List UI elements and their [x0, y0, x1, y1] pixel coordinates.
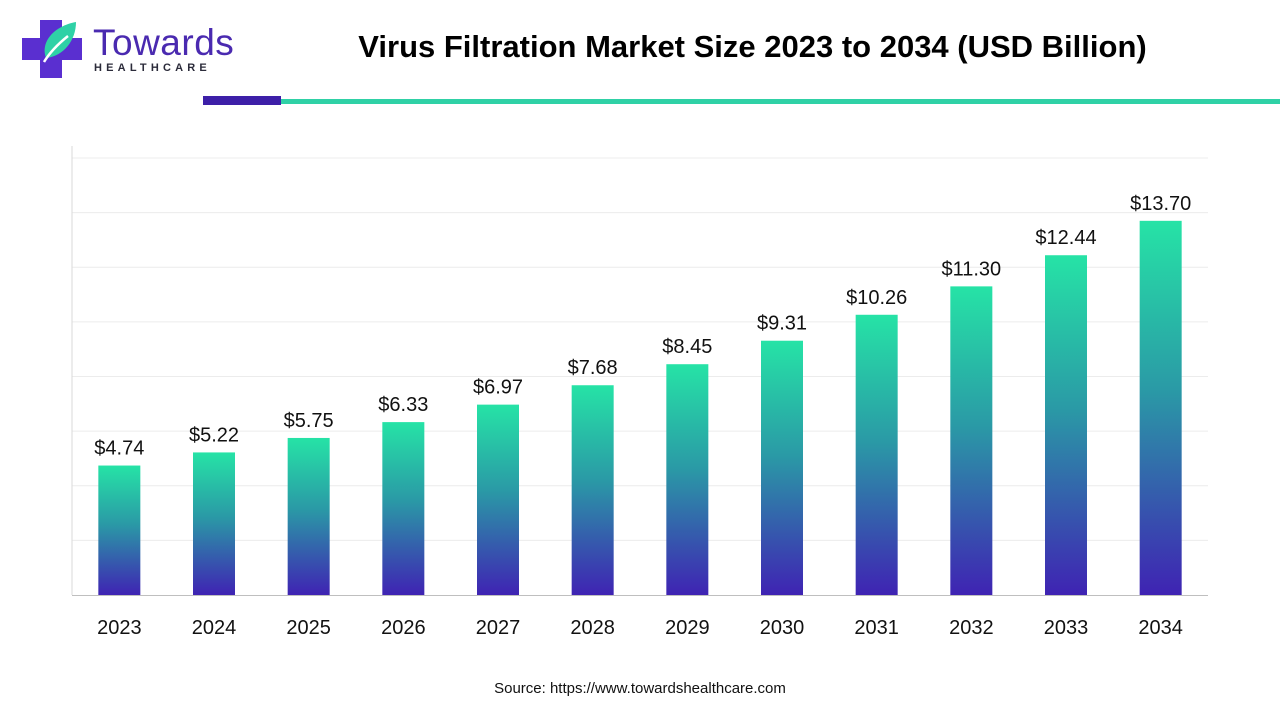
x-tick-label-2034: 2034 — [1138, 617, 1183, 639]
bar-2027 — [477, 405, 519, 595]
bar-2033 — [1045, 255, 1087, 595]
bar-2026 — [382, 422, 424, 595]
x-tick-label-2023: 2023 — [97, 617, 142, 639]
bar-2029 — [666, 364, 708, 595]
x-tick-label-2031: 2031 — [854, 617, 899, 639]
bar-2024 — [193, 452, 235, 595]
logo-wordmark: Towards — [93, 24, 234, 61]
bar-chart: $4.74 2023 $5.22 2024 $5.75 2025 $6.33 2026 $6.9… — [0, 130, 1280, 650]
data-label-2031: $10.26 — [846, 287, 907, 309]
bar-2023 — [98, 466, 140, 595]
data-label-2034: $13.70 — [1130, 193, 1191, 215]
logo-subtitle: HEALTHCARE — [94, 63, 211, 74]
bar-2032 — [950, 286, 992, 595]
bar-2025 — [288, 438, 330, 595]
data-label-2023: $4.74 — [94, 438, 144, 460]
data-label-2025: $5.75 — [284, 410, 334, 432]
data-label-2032: $11.30 — [941, 258, 1001, 280]
data-label-2027: $6.97 — [473, 377, 523, 399]
x-tick-label-2025: 2025 — [286, 617, 331, 639]
bar-2034 — [1140, 221, 1182, 595]
data-label-2029: $8.45 — [662, 336, 712, 358]
x-tick-label-2032: 2032 — [949, 617, 994, 639]
data-label-2024: $5.22 — [189, 424, 239, 446]
medical-cross-icon — [20, 18, 84, 80]
title-underline-accent — [203, 96, 281, 105]
source-note: Source: https://www.towardshealthcare.co… — [0, 680, 1280, 697]
x-tick-label-2030: 2030 — [760, 617, 805, 639]
data-label-2033: $12.44 — [1035, 227, 1096, 249]
brand-logo: Towards HEALTHCARE — [20, 18, 240, 80]
bar-2030 — [761, 341, 803, 595]
chart-title: Virus Filtration Market Size 2023 to 203… — [240, 28, 1265, 65]
data-label-2026: $6.33 — [378, 394, 428, 416]
data-label-2028: $7.68 — [568, 357, 618, 379]
x-tick-label-2027: 2027 — [476, 617, 521, 639]
x-tick-label-2024: 2024 — [192, 617, 237, 639]
x-tick-label-2026: 2026 — [381, 617, 426, 639]
data-label-2030: $9.31 — [757, 313, 807, 335]
x-tick-label-2029: 2029 — [665, 617, 710, 639]
bar-2031 — [856, 315, 898, 595]
x-tick-label-2033: 2033 — [1044, 617, 1089, 639]
bar-2028 — [572, 385, 614, 595]
title-underline — [281, 99, 1280, 104]
x-tick-label-2028: 2028 — [570, 617, 615, 639]
